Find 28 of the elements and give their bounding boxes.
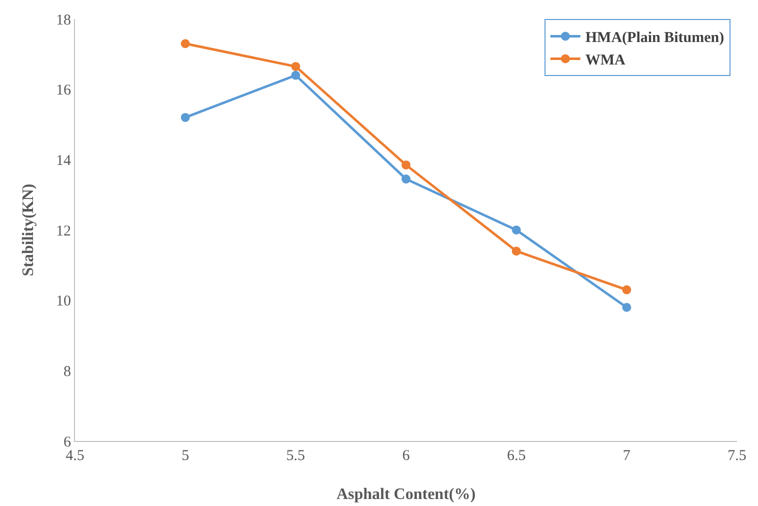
- x-tick-label: 6.5: [506, 448, 526, 464]
- point: [291, 62, 300, 71]
- point: [180, 112, 190, 122]
- x-tick-label: 7.5: [728, 448, 746, 464]
- x-tick-label: 4.5: [66, 448, 84, 464]
- y-tick-label: 10: [56, 294, 71, 310]
- y-tick-label: 16: [56, 82, 72, 99]
- x-axis-title: Asphalt Content(%): [336, 486, 476, 503]
- y-tick-label: 12: [56, 223, 71, 240]
- y-tick-label: 8: [64, 364, 71, 380]
- y-axis-title: Stability(KN): [20, 184, 37, 276]
- point: [291, 70, 300, 80]
- point: [512, 246, 521, 256]
- point: [402, 160, 410, 170]
- point: [622, 285, 632, 294]
- y-tick-label: 6: [64, 434, 72, 450]
- x-tick-label: 6: [402, 448, 410, 464]
- point: [622, 302, 632, 312]
- y-tick-label: 18: [56, 12, 71, 28]
- point: [402, 174, 410, 184]
- x-tick-label: 7: [622, 448, 631, 464]
- legend-label: HMA(Plain Bitumen): [585, 30, 724, 46]
- y-tick-label: 14: [56, 152, 72, 169]
- point: [512, 226, 521, 234]
- legend-label: WMA: [585, 52, 626, 69]
- point: [180, 39, 190, 48]
- x-tick-label: 5.5: [286, 448, 306, 464]
- x-tick-label: 5: [182, 448, 190, 464]
